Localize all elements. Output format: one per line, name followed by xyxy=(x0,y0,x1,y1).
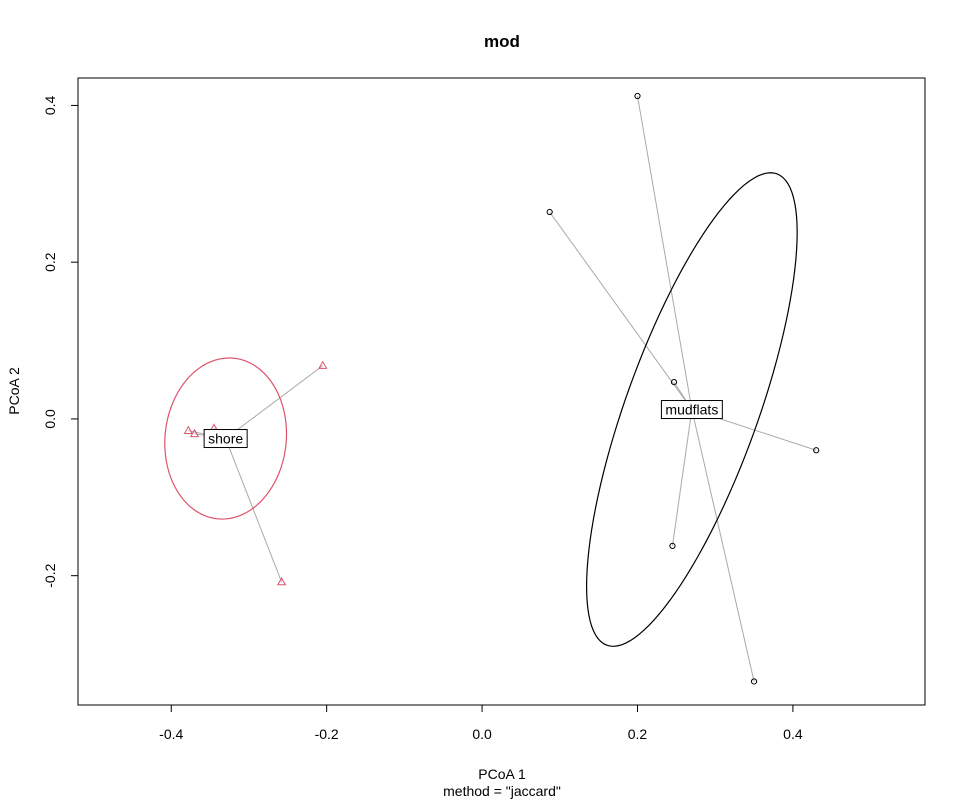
data-points xyxy=(183,92,820,685)
x-axis-sublabel: method = "jaccard" xyxy=(443,783,561,799)
mudflats-point xyxy=(546,208,553,216)
y-tick-label: 0.2 xyxy=(42,252,58,272)
x-tick-label: -0.4 xyxy=(159,726,183,742)
shore-point xyxy=(189,428,200,438)
mudflats-label: mudflats xyxy=(665,402,718,418)
spider-line xyxy=(225,365,324,439)
y-axis: -0.2 0.0 0.2 0.4 xyxy=(42,95,79,588)
mudflats-label-box xyxy=(660,400,723,420)
mudflats-point xyxy=(669,542,676,549)
shore-point xyxy=(276,576,287,586)
shore-point xyxy=(183,425,193,434)
spider-line xyxy=(225,438,283,583)
shore-ellipse xyxy=(164,357,288,520)
x-axis: -0.4 -0.2 0.0 0.2 0.4 xyxy=(159,704,803,742)
x-axis-label: PCoA 1 xyxy=(478,766,526,782)
x-tick-label: 0.4 xyxy=(783,726,803,742)
spider-lines xyxy=(188,95,817,682)
y-tick-label: -0.2 xyxy=(42,563,58,587)
shore-label-box xyxy=(203,429,248,449)
group-ellipses xyxy=(164,172,798,647)
y-tick-label: 0.0 xyxy=(42,409,58,429)
mudflats-ellipse xyxy=(585,172,798,647)
x-tick-label: 0.2 xyxy=(628,726,648,742)
x-tick-label: -0.2 xyxy=(315,726,339,742)
mudflats-point xyxy=(813,447,820,454)
spider-line xyxy=(549,211,693,410)
mudflats-point xyxy=(634,92,641,100)
shore-point xyxy=(318,360,328,369)
mudflats-point xyxy=(670,378,678,386)
mudflats-point xyxy=(750,678,758,685)
y-tick-label: 0.4 xyxy=(42,95,58,115)
plot-frame xyxy=(77,77,926,706)
x-tick-label: 0.0 xyxy=(472,726,492,742)
spider-line xyxy=(636,95,693,410)
spider-line xyxy=(691,409,755,682)
chart-title: mod xyxy=(484,32,520,51)
centroid-labels: shore mudflats xyxy=(203,400,723,449)
spider-line xyxy=(671,409,693,546)
y-axis-label: PCoA 2 xyxy=(6,367,22,415)
shore-label: shore xyxy=(208,431,243,447)
